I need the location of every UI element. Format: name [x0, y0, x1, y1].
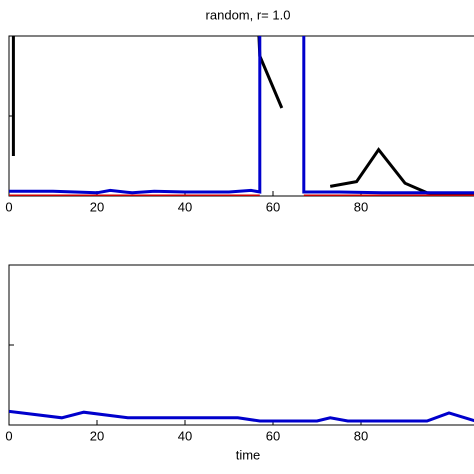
x-tick-label: 80 [354, 199, 368, 214]
chart-title: random, r= 1.0 [206, 7, 291, 22]
x-tick-label: 60 [266, 199, 280, 214]
x-tick-label: 80 [354, 428, 368, 443]
x-tick-label: 40 [178, 199, 192, 214]
x-tick-label: 60 [266, 428, 280, 443]
data-line [9, 409, 474, 423]
x-tick-label: 0 [5, 428, 12, 443]
plot-area [9, 36, 474, 196]
x-tick-label: 40 [178, 428, 192, 443]
plot-area [9, 409, 474, 423]
x-tick-label: 0 [5, 199, 12, 214]
data-line [11, 36, 474, 196]
x-tick-label: 20 [90, 199, 104, 214]
x-axis-label: time [236, 447, 261, 462]
data-line [9, 36, 474, 195]
x-tick-label: 20 [90, 428, 104, 443]
